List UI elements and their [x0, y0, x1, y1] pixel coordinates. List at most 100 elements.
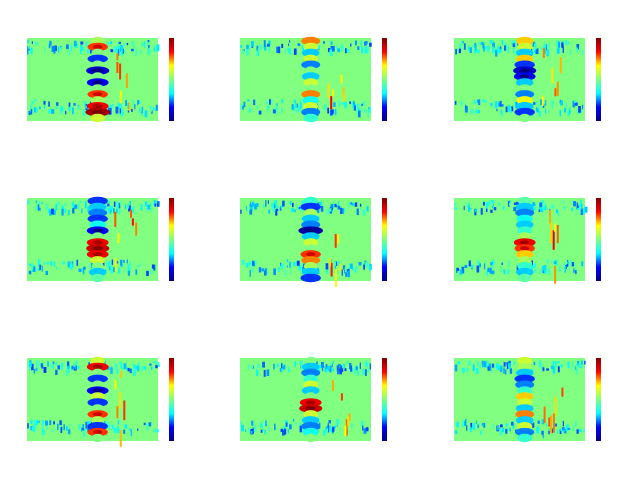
- heatmap-speckle: [553, 261, 556, 264]
- heatmap-speckle: [299, 361, 302, 364]
- heatmap-blob: [515, 404, 534, 413]
- heatmap-speckle: [462, 420, 465, 427]
- heatmap-blob: [88, 267, 107, 277]
- colorbar: [382, 197, 389, 282]
- heatmap-speckle: [78, 424, 81, 431]
- heatmap-speckle: [262, 204, 265, 208]
- heatmap-speckle: [295, 422, 297, 426]
- heatmap-speckle: [264, 430, 266, 435]
- heatmap-speckle: [73, 103, 76, 106]
- heatmap-speckle: [265, 200, 267, 207]
- heatmap-speckle: [32, 266, 36, 272]
- heatmap-speckle: [131, 48, 134, 52]
- heatmap-speckle: [315, 361, 318, 366]
- heatmap-speckle: [364, 369, 367, 376]
- heatmap-speckle: [106, 421, 110, 427]
- heatmap-speckle: [366, 206, 369, 212]
- heatmap-speckle: [33, 419, 36, 427]
- heatmap-speckle: [539, 269, 542, 274]
- heatmap-speckle: [481, 423, 485, 426]
- heatmap-speckle: [332, 430, 334, 434]
- heatmap-blob: [300, 273, 321, 283]
- heatmap-speckle: [580, 360, 583, 365]
- heatmap-speckle: [154, 203, 157, 207]
- heatmap-speckle: [127, 110, 130, 113]
- heatmap-speckle: [71, 46, 73, 51]
- heatmap-speckle: [352, 368, 356, 375]
- heatmap-speckle: [489, 267, 492, 274]
- heatmap-blob: [517, 433, 533, 443]
- heatmap-blob-core: [92, 228, 103, 233]
- heatmap-speckle: [351, 101, 354, 109]
- heatmap-speckle: [28, 364, 31, 372]
- heatmap-speckle: [249, 46, 251, 51]
- heatmap-speckle: [156, 429, 159, 433]
- heatmap-speckle: [124, 204, 127, 210]
- colorbar-gradient: [169, 198, 174, 281]
- heatmap-speckle: [127, 367, 130, 372]
- heatmap-blob: [515, 54, 534, 63]
- heatmap-speckle: [144, 41, 146, 48]
- heatmap-speckle: [554, 423, 558, 427]
- heatmap-speckle: [132, 100, 135, 107]
- heatmap-speckle: [296, 260, 300, 266]
- heatmap-speckle: [116, 207, 118, 214]
- heatmap-blob: [514, 107, 535, 117]
- heatmap-speckle: [575, 209, 577, 215]
- heatmap-blob-core: [305, 406, 316, 411]
- heatmap-speckle: [274, 200, 277, 205]
- heatmap-speckle: [240, 209, 242, 214]
- heatmap-speckle: [326, 428, 328, 433]
- heatmap-speckle: [556, 259, 558, 266]
- heatmap-speckle: [302, 426, 305, 432]
- heatmap-marker: [551, 67, 554, 84]
- heatmap-speckle: [497, 201, 501, 207]
- heatmap-speckle: [293, 261, 296, 266]
- heatmap-speckle: [568, 110, 570, 116]
- heatmap-speckle: [42, 262, 46, 265]
- heatmap-marker: [116, 62, 119, 74]
- heatmap-speckle: [257, 48, 260, 52]
- heatmap-speckle: [157, 364, 160, 367]
- heatmap-marker: [348, 413, 351, 421]
- heatmap-speckle: [330, 41, 333, 45]
- heatmap-speckle: [465, 419, 467, 422]
- heatmap-speckle: [106, 366, 110, 370]
- heatmap-speckle: [361, 47, 364, 54]
- heatmap-speckle: [28, 270, 32, 275]
- heatmap-blob: [301, 36, 321, 46]
- heatmap-blob: [301, 267, 320, 277]
- heatmap-speckle: [121, 260, 123, 263]
- heatmap-speckle: [336, 111, 338, 116]
- heatmap-speckle: [252, 260, 255, 267]
- heatmap-speckle: [155, 364, 158, 369]
- heatmap-speckle: [284, 48, 286, 54]
- heatmap-speckle: [557, 366, 560, 373]
- heatmap-speckle: [356, 208, 359, 215]
- heatmap-speckle: [557, 209, 559, 217]
- heatmap-speckle: [456, 267, 460, 273]
- heatmap-speckle: [505, 43, 508, 51]
- heatmap-speckle: [54, 45, 57, 52]
- heatmap-speckle: [288, 49, 292, 55]
- heatmap-speckle: [534, 43, 537, 50]
- heatmap-speckle: [256, 105, 258, 109]
- heatmap-speckle: [284, 428, 287, 435]
- heatmap-speckle: [490, 209, 493, 213]
- heatmap-speckle: [249, 261, 252, 266]
- heatmap-speckle: [292, 202, 294, 208]
- heatmap-speckle: [108, 108, 112, 115]
- heatmap-speckle: [280, 262, 282, 266]
- heatmap-speckle: [141, 366, 143, 372]
- heatmap-marker: [556, 81, 559, 96]
- heatmap-marker: [335, 269, 337, 287]
- heatmap-speckle: [246, 49, 249, 56]
- heatmap-speckle: [80, 41, 84, 45]
- heatmap-speckle: [115, 369, 119, 374]
- heatmap-speckle: [547, 42, 550, 49]
- heatmap-speckle: [37, 204, 40, 210]
- heatmap-speckle: [577, 204, 580, 208]
- heatmap-panel-7: [27, 356, 176, 447]
- heatmap-speckle: [116, 203, 119, 207]
- heatmap-speckle: [141, 42, 144, 47]
